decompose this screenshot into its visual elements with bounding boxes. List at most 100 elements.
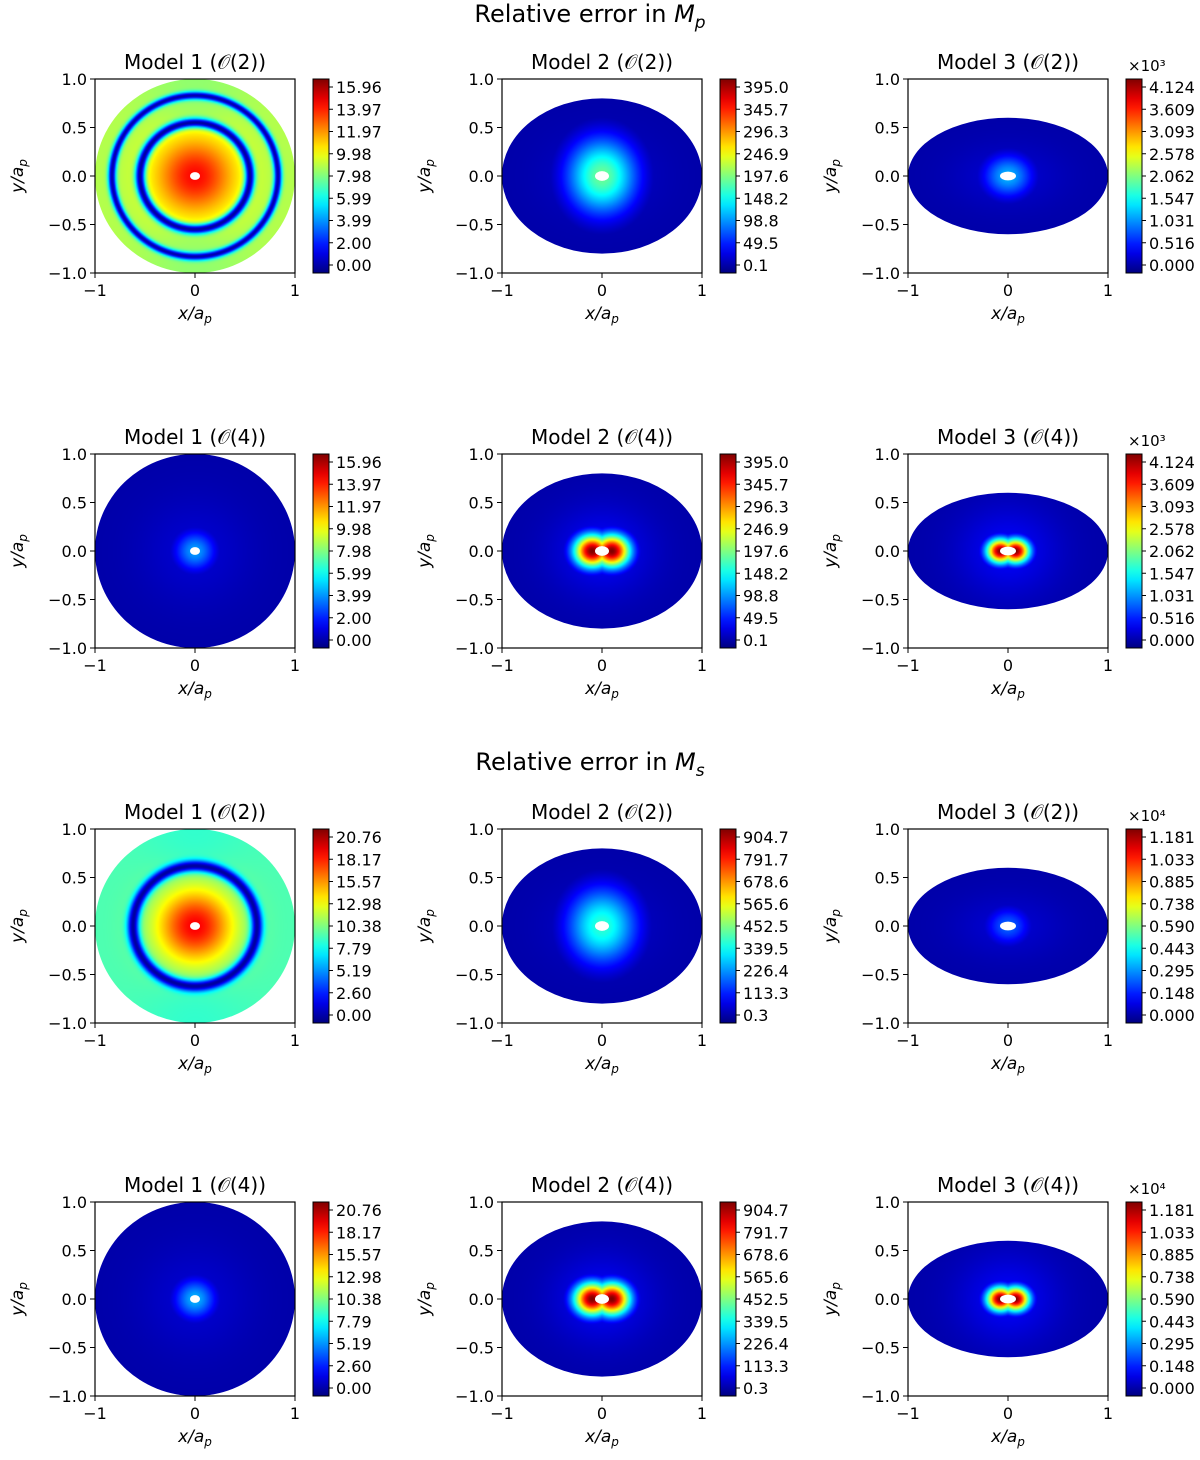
x-axis-label: x/ap	[177, 1427, 212, 1449]
x-tick-label: 0	[597, 281, 607, 300]
y-tick-label: 0.5	[875, 869, 900, 888]
y-axis-label-sub: p	[423, 534, 437, 543]
colorbar-tick-label: 0.000	[1149, 1006, 1195, 1025]
colorbar-tick-label: 5.99	[336, 564, 372, 583]
colorbar-tick-label: 15.96	[336, 78, 382, 97]
center-hole	[1000, 171, 1016, 181]
colorbar-tick-label: 246.9	[743, 145, 789, 164]
colorbar-tick-label: 2.60	[336, 984, 372, 1003]
y-axis-label-sub: p	[829, 534, 843, 543]
center-hole	[595, 546, 609, 556]
colorbar-tick-label: 1.181	[1149, 828, 1195, 847]
x-axis-label: x/ap	[990, 1427, 1025, 1449]
colorbar-tick-label: 0.738	[1149, 1268, 1195, 1287]
colorbar	[1125, 453, 1143, 649]
y-axis-label: y/ap	[415, 159, 437, 194]
colorbar-tick-label: 0.1	[743, 256, 768, 275]
colorbar-tick-label: 12.98	[336, 895, 382, 914]
panel-title: Model 1 (𝒪(4))	[124, 1173, 266, 1197]
colorbar-tick-label: 0.885	[1149, 873, 1195, 892]
colorbar-tick-label: 0.516	[1149, 609, 1195, 628]
x-tick-label: 0	[597, 656, 607, 675]
y-tick-label: 0.5	[875, 494, 900, 513]
x-tick-label: −1	[896, 656, 920, 675]
y-tick-label: −1.0	[455, 639, 494, 658]
y-tick-label: 0.5	[875, 119, 900, 138]
colorbar-tick-label: 7.98	[336, 167, 372, 186]
colorbar-tick-label: 9.98	[336, 145, 372, 164]
panel-title: Model 2 (𝒪(4))	[531, 425, 673, 449]
colorbar-tick-label: 345.7	[743, 100, 789, 119]
colorbar-tick-label: 0.443	[1149, 939, 1195, 958]
panel-10: Model 1 (𝒪(4)) 1.0 0.5 0.0 −0.5 −1.0−1 0 1 x/ap y…	[8, 1173, 382, 1449]
y-tick-label: 0.5	[469, 494, 494, 513]
x-tick-label: 0	[597, 1031, 607, 1050]
colorbar-tick-label: 0.738	[1149, 895, 1195, 914]
colorbar-tick-label: 2.062	[1149, 542, 1195, 561]
panel-title: Model 3 (𝒪(4))	[937, 425, 1079, 449]
colorbar-tick-label: 5.99	[336, 189, 372, 208]
colorbar-tick-label: 904.7	[743, 828, 789, 847]
colorbar	[719, 453, 737, 649]
colorbar-tick-label: 2.00	[336, 234, 372, 253]
colorbar-tick-label: 0.148	[1149, 984, 1195, 1003]
y-tick-label: −0.5	[455, 966, 494, 985]
colorbar-tick-label: 1.547	[1149, 564, 1195, 583]
center-hole	[1000, 546, 1016, 556]
colorbar-tick-label: 5.19	[336, 962, 372, 981]
y-tick-label: −1.0	[48, 264, 87, 283]
x-axis-label: x/ap	[990, 304, 1025, 326]
x-tick-label: 1	[697, 1031, 707, 1050]
colorbar-tick-label: 3.609	[1149, 100, 1195, 119]
colorbar-tick-label: 2.60	[336, 1357, 372, 1376]
colorbar-scale-label: ×10⁴	[1128, 807, 1166, 825]
colorbar-tick-label: 4.124	[1149, 453, 1195, 472]
x-tick-label: 1	[697, 281, 707, 300]
y-tick-label: 0.5	[469, 119, 494, 138]
colorbar-tick-label: 678.6	[743, 1246, 789, 1265]
colorbar-tick-label: 0.000	[1149, 1379, 1195, 1398]
colorbar-tick-label: 226.4	[743, 962, 789, 981]
panel-title: Model 3 (𝒪(2))	[937, 50, 1079, 74]
y-tick-label: 1.0	[469, 70, 494, 89]
x-tick-label: 0	[1003, 656, 1013, 675]
colorbar-tick-label: 1.181	[1149, 1201, 1195, 1220]
y-tick-label: 0.0	[62, 1290, 87, 1309]
colorbar-tick-label: 1.033	[1149, 1223, 1195, 1242]
colorbar-tick-label: 3.093	[1149, 123, 1195, 142]
colorbar-tick-label: 0.3	[743, 1379, 768, 1398]
colorbar	[719, 78, 737, 274]
x-axis-label-sub: p	[610, 687, 619, 701]
colorbar-tick-label: 0.00	[336, 631, 372, 650]
y-tick-label: −0.5	[455, 216, 494, 235]
y-tick-label: −1.0	[861, 1387, 900, 1406]
y-tick-label: −1.0	[48, 1387, 87, 1406]
colorbar-tick-label: 345.7	[743, 475, 789, 494]
x-tick-label: 1	[290, 281, 300, 300]
panel-title: Model 1 (𝒪(2))	[124, 800, 266, 824]
x-tick-label: −1	[896, 1031, 920, 1050]
x-axis-label: x/ap	[990, 679, 1025, 701]
colorbar-tick-label: 0.443	[1149, 1312, 1195, 1331]
colorbar-tick-label: 2.578	[1149, 145, 1195, 164]
colorbar-scale-label: ×10³	[1128, 57, 1166, 75]
x-axis-label-sub: p	[610, 1435, 619, 1449]
x-tick-label: 0	[190, 281, 200, 300]
colorbar-tick-label: 5.19	[336, 1335, 372, 1354]
colorbar-tick-label: 565.6	[743, 1268, 789, 1287]
y-axis-label-sub: p	[423, 909, 437, 918]
y-tick-label: 0.0	[469, 1290, 494, 1309]
colorbar-tick-label: 98.8	[743, 212, 779, 231]
y-tick-label: 0.5	[62, 494, 87, 513]
panel-11: Model 2 (𝒪(4)) 1.0 0.5 0.0 −0.5 −1.0−1 0 1 x/ap y…	[415, 1173, 789, 1449]
x-tick-label: −1	[490, 1031, 514, 1050]
x-tick-label: 1	[290, 1404, 300, 1423]
section-title-ms: Relative error in Ms	[475, 748, 704, 781]
colorbar-scale-label: ×10³	[1128, 432, 1166, 450]
x-axis-label: x/ap	[584, 304, 619, 326]
colorbar-tick-label: 0.590	[1149, 917, 1195, 936]
colorbar-scale-label: ×10⁴	[1128, 1180, 1166, 1198]
colorbar	[1125, 1201, 1143, 1397]
center-hole	[595, 171, 609, 181]
colorbar	[312, 78, 330, 274]
